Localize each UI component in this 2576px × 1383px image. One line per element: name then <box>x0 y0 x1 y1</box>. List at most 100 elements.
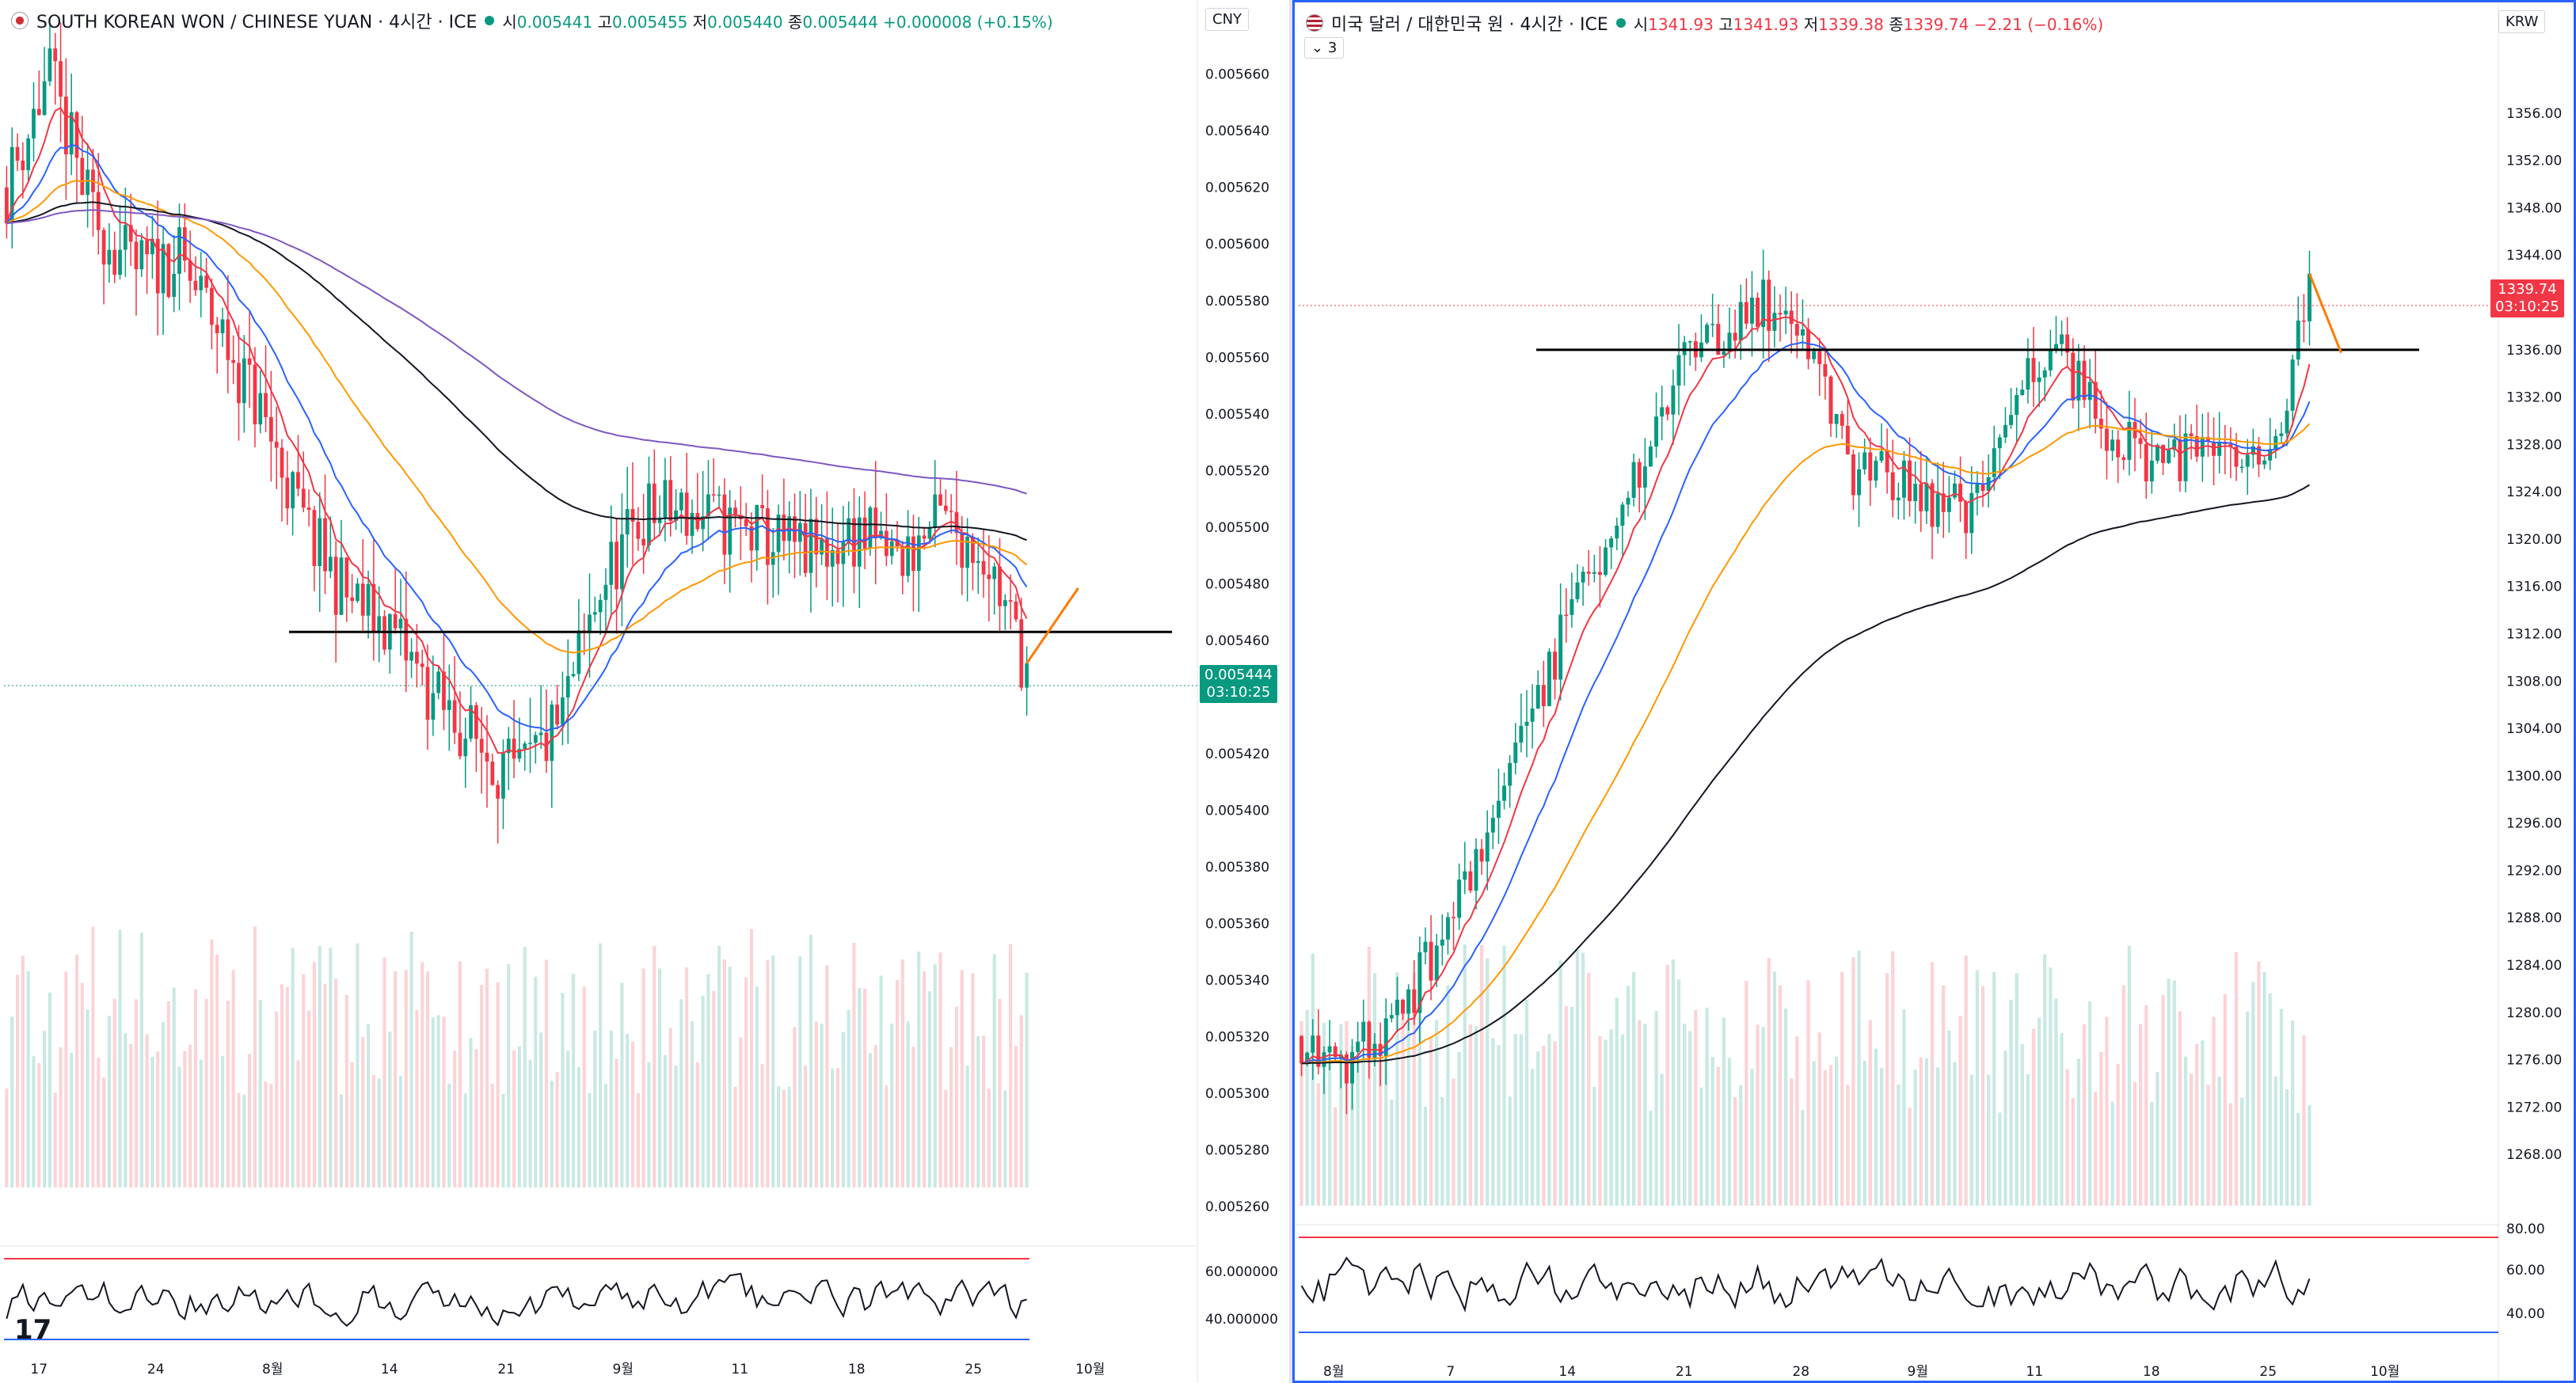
candle-body <box>268 416 273 442</box>
volume-bar <box>2049 967 2053 1206</box>
volume-bar <box>2183 1056 2188 1206</box>
candle-body <box>1553 652 1558 680</box>
candle-body <box>1761 279 1766 328</box>
candle-body <box>571 674 576 677</box>
volume-bar <box>1885 973 1889 1206</box>
candle-body <box>199 275 204 291</box>
right-symbol-title[interactable]: 미국 달러 / 대한민국 원 · 4시간 · ICE <box>1331 15 1608 35</box>
candle-body <box>253 364 257 425</box>
volume-bar <box>1384 1057 1388 1206</box>
volume-bar <box>900 959 904 1187</box>
volume-bar <box>1513 1034 1517 1206</box>
candle-body <box>561 697 565 725</box>
volume-bar <box>172 987 176 1187</box>
right-currency-button[interactable]: KRW <box>2498 10 2546 33</box>
candle-body <box>80 158 85 196</box>
volume-bar <box>528 1059 532 1187</box>
volume-bar <box>798 956 802 1187</box>
volume-bar <box>923 971 927 1187</box>
volume-bar <box>1638 1020 1642 1206</box>
moving-average-line <box>6 106 1028 754</box>
candle-body <box>264 393 268 417</box>
candle-body <box>1981 484 1985 492</box>
candle-body <box>1479 849 1484 862</box>
y-tick-label: 1356.00 <box>2506 106 2562 122</box>
volume-bar <box>1463 944 1467 1206</box>
volume-bar <box>663 1054 667 1187</box>
volume-bar <box>1372 973 1377 1206</box>
candle-body <box>657 517 662 523</box>
volume-bar <box>1851 957 1855 1206</box>
candle-body <box>258 393 263 425</box>
right-chart-svg[interactable]: 1356.001352.001348.001344.001340.001336.… <box>1295 2 2576 1383</box>
volume-bar <box>1981 986 1985 1206</box>
volume-bar <box>1003 1090 1007 1187</box>
volume-bar <box>1913 1070 1917 1206</box>
candle-body <box>609 541 614 585</box>
left-currency-button[interactable]: CNY <box>1205 8 1250 31</box>
candle-body <box>1586 572 1591 574</box>
volume-bar <box>804 1066 808 1187</box>
volume-bar <box>1846 1085 1850 1206</box>
candle-body <box>873 507 878 538</box>
volume-bar <box>873 1044 877 1187</box>
candle-body <box>2217 442 2222 456</box>
volume-bar <box>992 954 996 1187</box>
left-symbol-title[interactable]: SOUTH KOREAN WON / CHINESE YUAN · 4시간 · … <box>36 13 478 32</box>
volume-bar <box>1942 985 1946 1206</box>
y-tick-label: 0.005660 <box>1205 67 1269 83</box>
volume-bar <box>739 1037 743 1187</box>
candle-body <box>2127 421 2132 460</box>
volume-bar <box>766 959 770 1187</box>
candle-body <box>981 560 986 575</box>
candle-body <box>938 494 942 506</box>
candle-body <box>1930 483 1935 527</box>
candle-body <box>2087 382 2092 401</box>
osc-tick-label: 80.00 <box>2506 1222 2545 1237</box>
candle-body <box>274 441 279 448</box>
candle-body <box>1367 1021 1372 1058</box>
candle-body <box>2031 358 2036 382</box>
y-tick-label: 0.005300 <box>1205 1086 1269 1102</box>
candle-body <box>1665 407 1670 415</box>
volume-bar <box>1868 1020 1872 1206</box>
volume-bar <box>749 929 754 1187</box>
candle-body <box>2093 382 2098 419</box>
left-chart-svg[interactable]: 0.005660 0.005640 0.005620 0.005600 0.005580… <box>0 0 1291 1383</box>
volume-bar <box>636 1092 640 1187</box>
candle-body <box>1344 1054 1349 1084</box>
volume-bar <box>825 965 829 1187</box>
candle-body <box>134 241 139 270</box>
x-tick-label: 14 <box>381 1362 398 1377</box>
candle-body <box>933 494 938 529</box>
candle-body <box>965 536 970 568</box>
candle-body <box>1749 297 1754 324</box>
candle-body <box>625 509 630 535</box>
right-chart-pane[interactable]: 1356.001352.001348.001344.001340.001336.… <box>1292 0 2576 1383</box>
candle-body <box>2279 433 2284 436</box>
pane-divider[interactable] <box>1289 0 1292 1383</box>
candle-body <box>1597 572 1602 576</box>
candle-body <box>1502 785 1507 801</box>
candle-body <box>2037 377 2041 382</box>
candle-body <box>517 749 522 759</box>
candle-body <box>53 48 58 62</box>
candle-body <box>1383 1018 1388 1056</box>
candle-body <box>485 752 489 762</box>
volume-bar <box>831 1068 835 1187</box>
volume-bar <box>242 1094 246 1187</box>
indicator-toggle-button[interactable]: ⌄ 3 <box>1304 37 1345 59</box>
candle-body <box>1395 999 1399 1016</box>
candle-body <box>1541 685 1546 706</box>
candle-body <box>1558 614 1563 680</box>
volume-bar <box>1322 1023 1326 1206</box>
candle-body <box>976 560 980 564</box>
left-chart-pane[interactable]: 0.005660 0.005640 0.005620 0.005600 0.005580… <box>0 0 1291 1383</box>
volume-bar <box>447 1083 451 1187</box>
volume-bar <box>658 968 662 1187</box>
volume-bar <box>1491 1038 1495 1206</box>
volume-bar <box>474 1049 478 1187</box>
volume-bar <box>814 1021 818 1187</box>
candle-body <box>922 535 927 539</box>
candle-body <box>318 518 322 566</box>
